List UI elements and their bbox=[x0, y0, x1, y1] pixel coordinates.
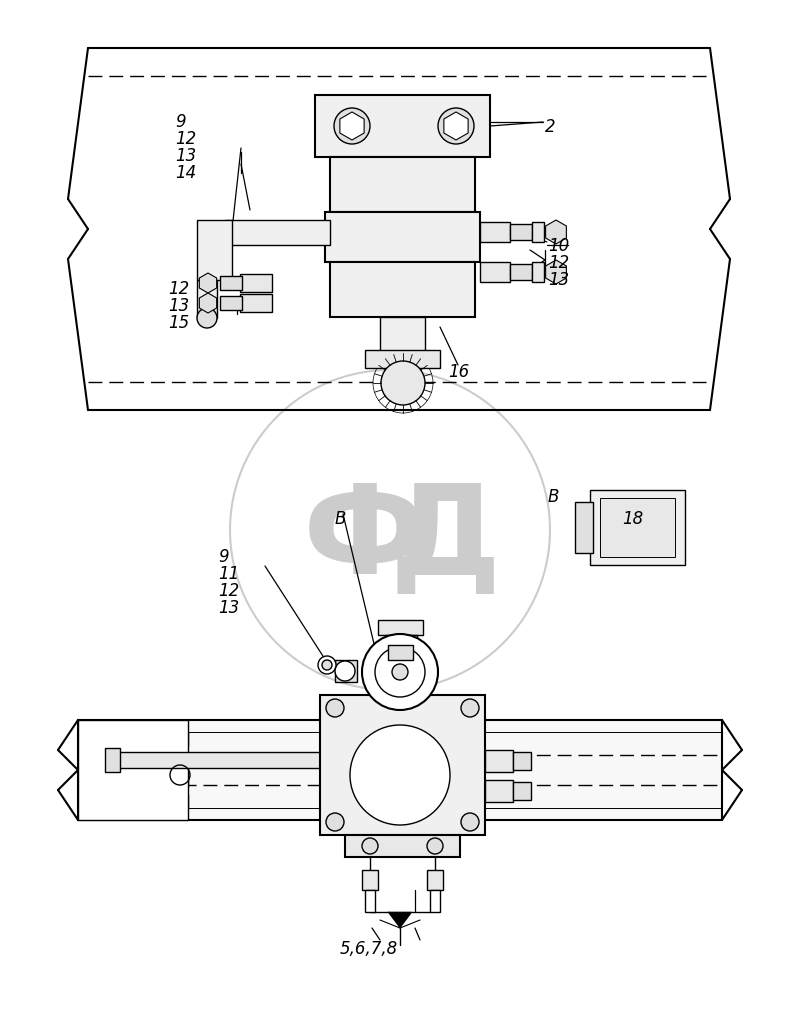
Bar bbox=[575, 502, 593, 553]
Bar bbox=[240, 274, 272, 292]
Bar bbox=[330, 262, 475, 317]
Bar bbox=[532, 222, 544, 242]
Bar bbox=[345, 835, 460, 857]
Bar bbox=[365, 350, 440, 368]
Bar bbox=[532, 262, 544, 282]
Bar bbox=[380, 317, 425, 352]
Bar bbox=[115, 752, 323, 768]
Circle shape bbox=[362, 634, 438, 710]
Text: 9: 9 bbox=[218, 548, 229, 566]
Circle shape bbox=[326, 699, 344, 717]
Bar bbox=[320, 695, 485, 835]
Circle shape bbox=[392, 664, 408, 680]
Polygon shape bbox=[340, 112, 364, 140]
Circle shape bbox=[461, 699, 479, 717]
Text: B: B bbox=[335, 510, 346, 528]
Circle shape bbox=[438, 108, 474, 144]
Polygon shape bbox=[199, 274, 217, 293]
Text: 11: 11 bbox=[218, 565, 239, 583]
Circle shape bbox=[427, 838, 443, 854]
Text: 12: 12 bbox=[548, 254, 570, 272]
Bar bbox=[385, 635, 417, 645]
Bar bbox=[197, 280, 217, 318]
Text: 16: 16 bbox=[448, 363, 470, 381]
Text: 18: 18 bbox=[622, 510, 643, 528]
Bar bbox=[430, 890, 440, 912]
Bar bbox=[480, 222, 510, 242]
Polygon shape bbox=[444, 112, 468, 140]
Bar bbox=[105, 748, 120, 772]
Text: 13: 13 bbox=[168, 297, 190, 315]
Circle shape bbox=[375, 648, 425, 697]
Bar bbox=[513, 752, 531, 770]
Circle shape bbox=[461, 813, 479, 831]
Text: 13: 13 bbox=[218, 599, 239, 617]
Text: 14: 14 bbox=[175, 164, 196, 182]
Bar bbox=[485, 750, 513, 772]
Circle shape bbox=[197, 308, 217, 328]
Bar bbox=[220, 296, 242, 310]
Bar bbox=[513, 782, 531, 800]
Bar bbox=[378, 620, 423, 635]
Bar bbox=[510, 264, 532, 280]
Text: Д: Д bbox=[390, 480, 501, 601]
Text: 10: 10 bbox=[548, 237, 570, 255]
Bar bbox=[220, 276, 242, 290]
Circle shape bbox=[335, 661, 355, 681]
Bar bbox=[480, 262, 510, 282]
Bar bbox=[240, 294, 272, 312]
Circle shape bbox=[230, 370, 550, 690]
Bar bbox=[330, 157, 475, 212]
Circle shape bbox=[326, 813, 344, 831]
Circle shape bbox=[362, 838, 378, 854]
Text: 13: 13 bbox=[175, 147, 196, 165]
Bar bbox=[485, 780, 513, 802]
Text: 12: 12 bbox=[218, 582, 239, 600]
Bar bbox=[427, 870, 443, 890]
Bar bbox=[365, 890, 375, 912]
Text: 2: 2 bbox=[545, 118, 556, 136]
Bar bbox=[388, 645, 413, 660]
Bar bbox=[362, 870, 378, 890]
Circle shape bbox=[334, 108, 370, 144]
Text: 13: 13 bbox=[548, 271, 570, 289]
Bar bbox=[335, 660, 357, 682]
Text: 15: 15 bbox=[168, 314, 190, 332]
Polygon shape bbox=[546, 220, 566, 244]
Polygon shape bbox=[388, 912, 412, 928]
Circle shape bbox=[318, 656, 336, 674]
Bar bbox=[197, 220, 232, 280]
Circle shape bbox=[350, 725, 450, 825]
Polygon shape bbox=[199, 293, 217, 313]
Bar bbox=[315, 95, 490, 157]
Circle shape bbox=[322, 660, 332, 670]
Text: Ф: Ф bbox=[303, 480, 427, 601]
Bar bbox=[325, 212, 480, 262]
Bar bbox=[600, 498, 675, 557]
Bar bbox=[590, 490, 685, 565]
Polygon shape bbox=[546, 260, 566, 284]
Text: 5,6,7,8: 5,6,7,8 bbox=[340, 940, 398, 958]
Bar bbox=[225, 220, 330, 244]
Bar bbox=[510, 224, 532, 240]
Text: 9: 9 bbox=[175, 113, 186, 131]
Bar bbox=[78, 720, 722, 821]
Text: 12: 12 bbox=[168, 280, 190, 298]
Bar bbox=[78, 720, 188, 821]
Text: B: B bbox=[548, 488, 559, 506]
Text: 12: 12 bbox=[175, 130, 196, 148]
Circle shape bbox=[381, 361, 425, 405]
